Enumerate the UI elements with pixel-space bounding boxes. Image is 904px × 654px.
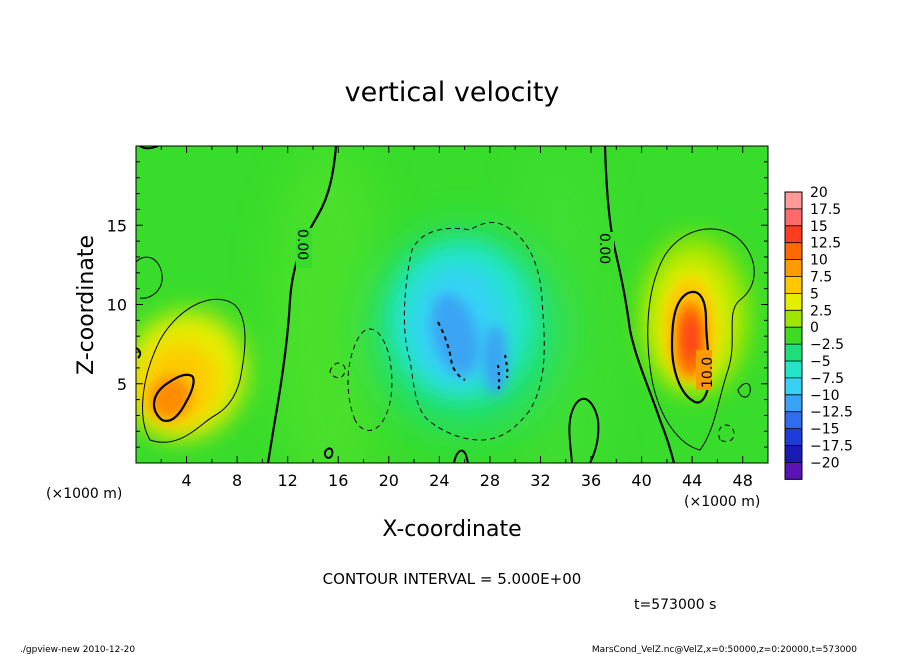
y-axis-unit: (×1000 m) [46,486,122,502]
colorbar-swatch [785,428,802,446]
colorbar-label: −15 [810,422,840,438]
colorbar-swatch [785,361,802,379]
time-label: t=573000 s [634,597,716,613]
x-tick-label: 24 [429,471,449,490]
downdraft-core [431,294,479,376]
colorbar-label: 7.5 [810,270,832,286]
x-axis: 4 8 12 16 20 24 28 32 36 40 44 48 [160,146,753,490]
zero-contour [453,449,469,463]
zero-contour [603,146,676,463]
x-tick-label: 36 [581,471,601,490]
x-tick-label: 32 [530,471,550,490]
x-tick-label: 40 [631,471,651,490]
colorbar-swatch [785,208,802,227]
downdraft-streak [483,325,507,395]
colorbar-label: 10 [810,253,828,269]
x-tick-label: 28 [480,471,500,490]
colorbar-label: −10 [810,388,840,404]
x-tick-label: 20 [379,471,399,490]
colorbar-swatch [785,462,802,480]
positive-contour [136,256,163,299]
footer-right: MarsCond_VelZ.nc@VelZ,x=0:50000,z=0:2000… [592,645,857,654]
contour-label-text: 10.0 [700,357,716,388]
zero-contour [266,146,338,463]
colorbar-label: −12.5 [810,405,853,421]
colorbar-swatch [785,192,802,210]
contour-label-text: 0.00 [596,233,612,264]
x-tick-label: 48 [733,471,753,490]
colorbar-label: −5 [810,354,831,370]
x-axis-label: X-coordinate [382,517,521,542]
contour-label-text: 0.00 [294,229,310,260]
colorbar-swatch [785,242,802,260]
colorbar-swatch [785,293,802,311]
colorbar-swatch [785,259,802,277]
negative-contour-10 [497,364,501,393]
negative-contour [347,328,393,431]
footer-left: ./gpview-new 2010-12-20 [20,645,135,654]
updraft-right-peak [684,316,698,360]
colorbar-label: 20 [810,185,828,201]
contour-label: 10.0 [696,350,716,390]
colorbar-label: −17.5 [810,439,853,455]
y-tick-label: 10 [107,296,127,315]
x-axis-unit: (×1000 m) [684,494,760,510]
field-neutral-band [270,146,390,463]
colorbar-label: −7.5 [810,371,844,387]
contour-label: 0.00 [294,228,312,268]
x-tick-label: 12 [278,471,298,490]
x-tick-label: 4 [181,471,191,490]
y-axis-label: Z-coordinate [74,235,99,375]
positive-contour [737,383,751,398]
colorbar-swatch [785,394,802,413]
colorbar-swatch [785,377,802,396]
updraft-left-core [149,376,191,420]
plot-area: 0.00 0.00 10.0 [136,146,768,463]
colorbar-label: 17.5 [810,202,841,218]
colorbar-swatch [785,276,802,294]
y-tick-label: 5 [117,375,127,394]
colorbar-label: −2.5 [810,337,844,353]
negative-contour [329,362,346,379]
contour-label: 0.00 [596,232,614,272]
colorbar-label: 0 [810,320,819,336]
y-tick-label: 15 [107,216,127,235]
colorbar-label: −20 [810,455,840,471]
colorbar-swatch [785,445,802,463]
negative-contour-10 [504,354,509,379]
colorbar-label: 2.5 [810,303,832,319]
x-tick-label: 8 [232,471,242,490]
x-tick-label: 44 [682,471,702,490]
colorbar-swatch [785,225,802,244]
colorbar-label: 5 [810,286,819,302]
y-axis: 5 10 15 [107,161,768,448]
positive-contour [647,228,755,451]
negative-contour [403,222,545,441]
zero-contour [568,397,600,463]
colorbar-label: 15 [810,219,828,235]
chart-title: vertical velocity [345,77,560,108]
colorbar-swatch [785,327,802,345]
colorbar-label: 12.5 [810,236,841,252]
positive-contour [142,298,246,443]
contour-interval: CONTOUR INTERVAL = 5.000E+00 [323,570,582,588]
x-tick-label: 16 [328,471,348,490]
colorbar-swatch [785,310,802,328]
positive-contour-10 [153,373,195,422]
colorbar: 2017.51512.5107.552.50−2.5−5−7.5−10−12.5… [784,185,853,480]
zero-contour [323,447,334,459]
colorbar-swatch [785,411,802,429]
colorbar-swatch [785,344,802,362]
